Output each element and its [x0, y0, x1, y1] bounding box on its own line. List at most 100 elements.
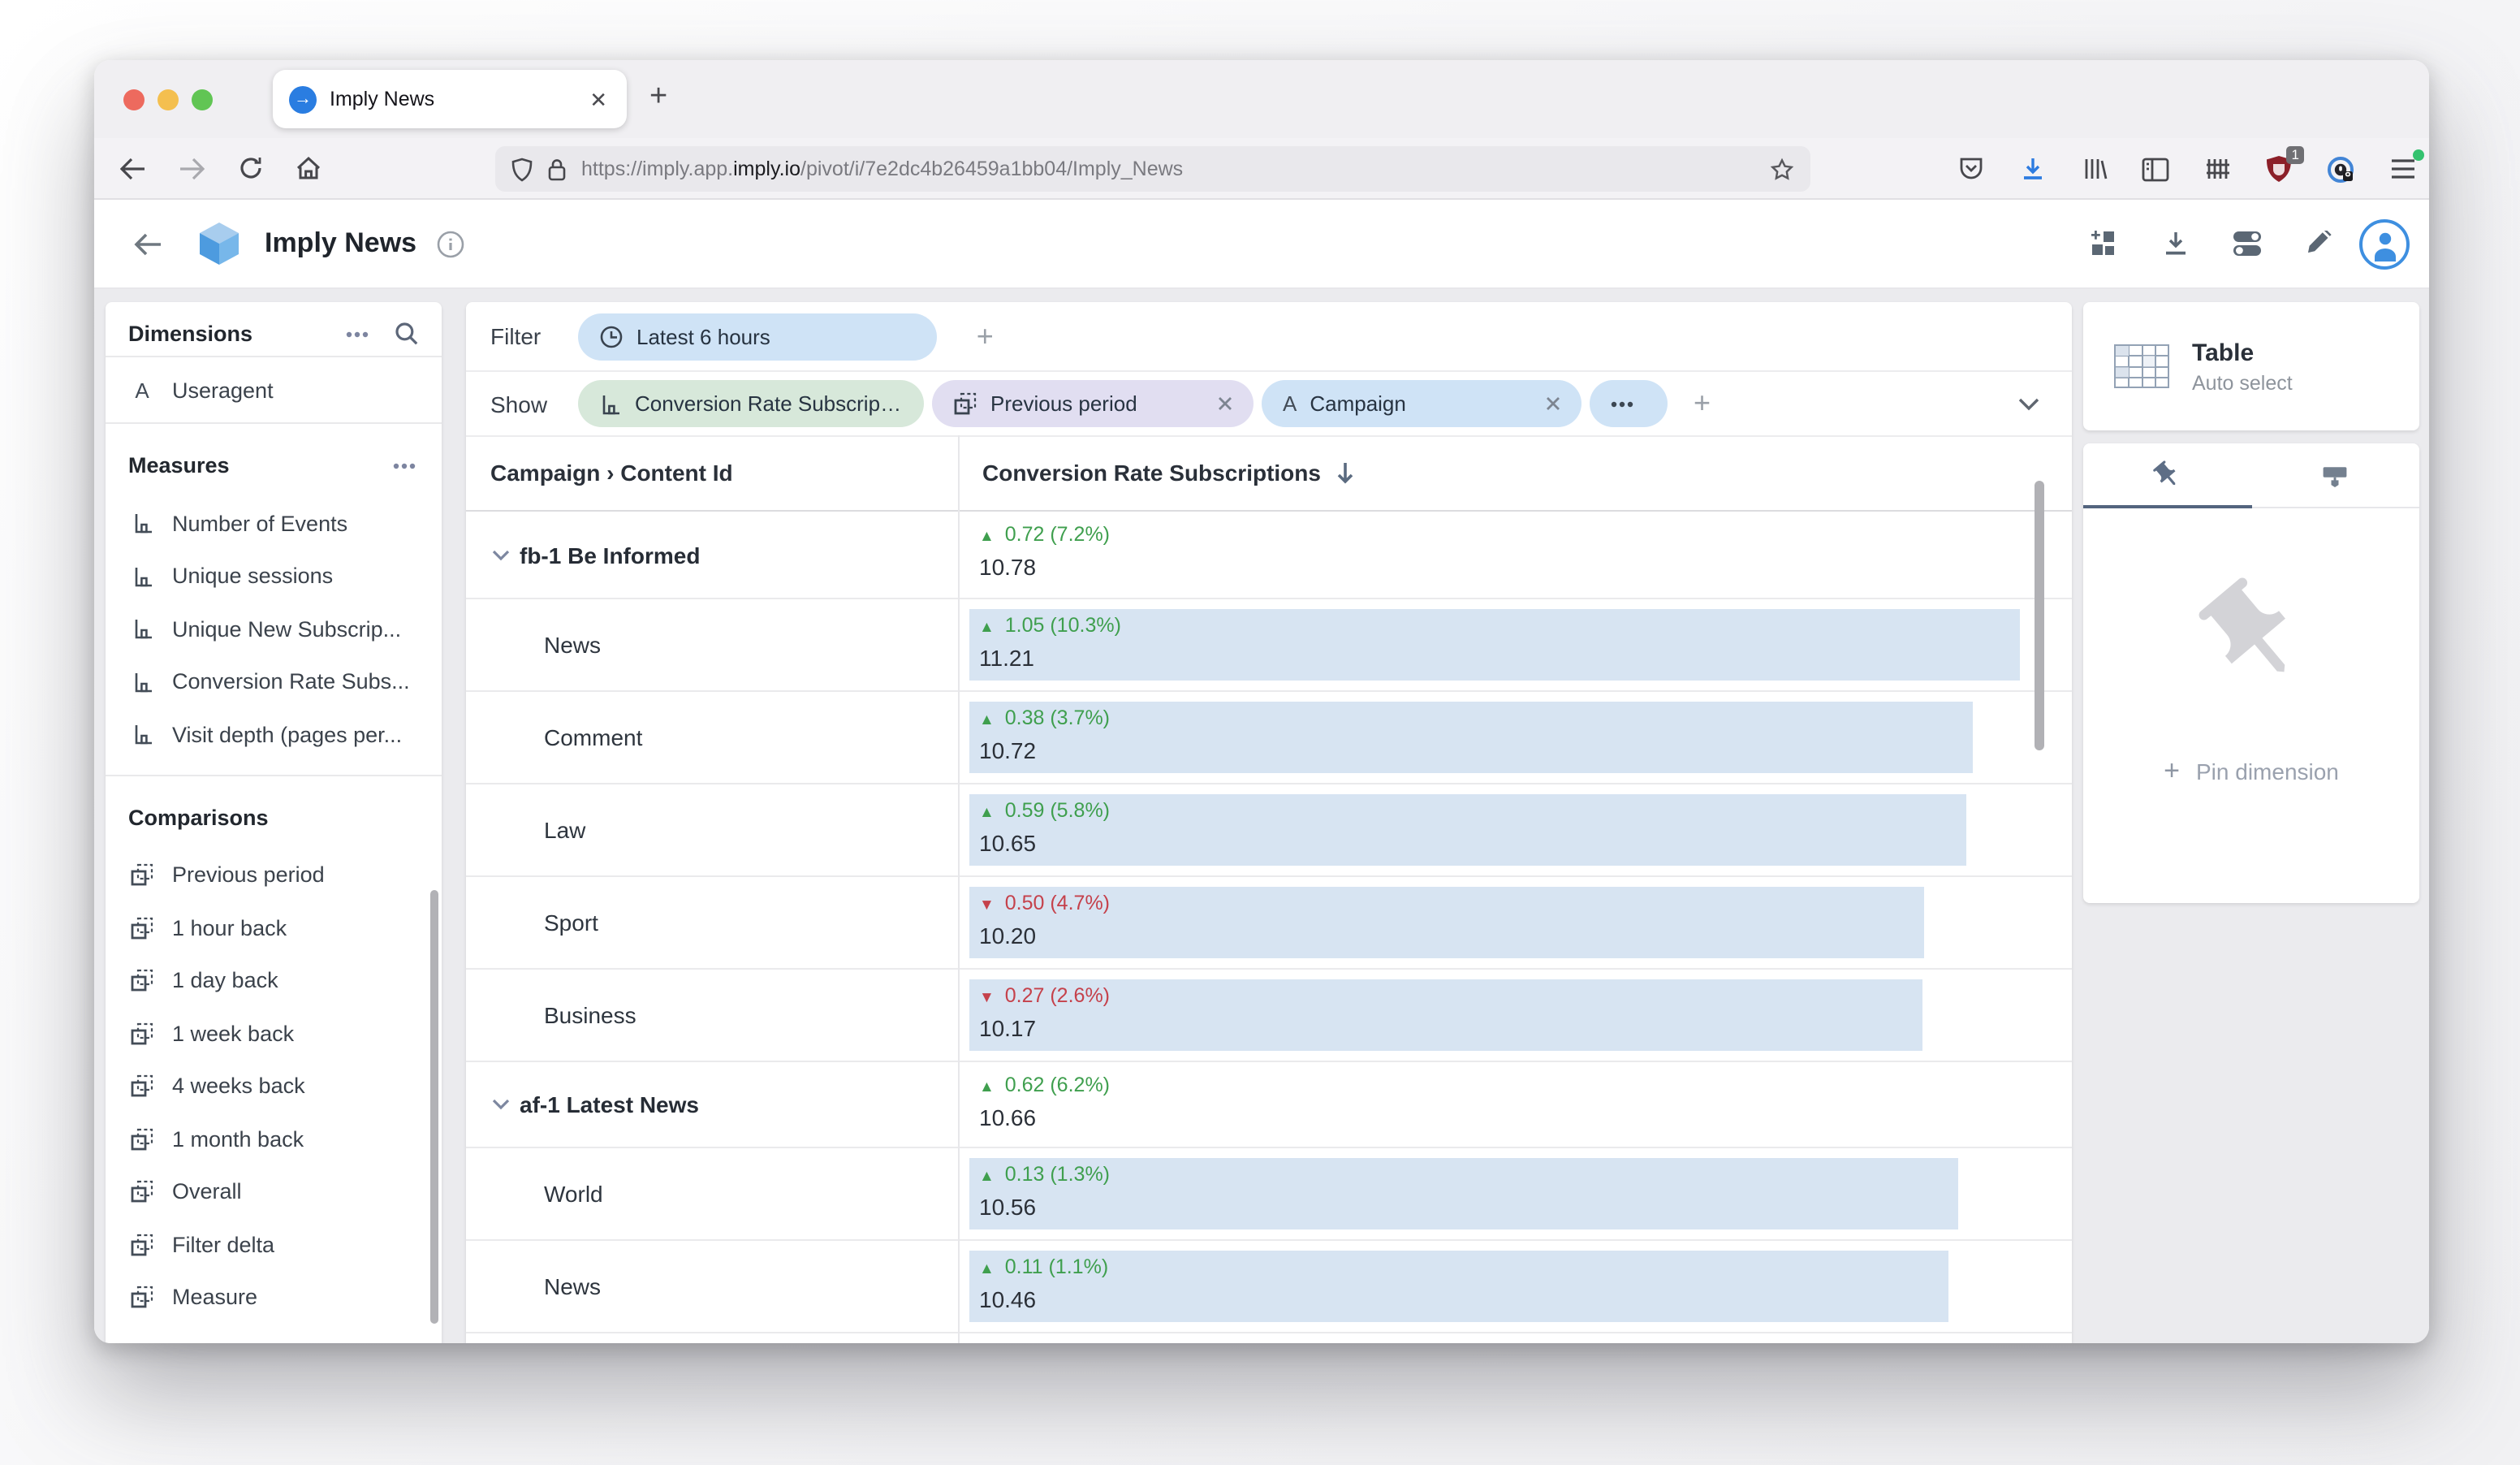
show-pill-conversion-rate-subscript[interactable]: Conversion Rate Subscript... — [578, 380, 924, 427]
measure-column-label: Conversion Rate Subscriptions — [982, 460, 1321, 486]
add-to-dashboard-icon[interactable] — [2091, 230, 2119, 257]
tab-details[interactable] — [2251, 443, 2419, 507]
close-window-button[interactable] — [123, 89, 145, 110]
value-bar — [969, 1158, 1958, 1229]
value-bar — [969, 887, 1924, 958]
minimize-window-button[interactable] — [158, 89, 179, 110]
page-title: Imply News — [265, 227, 417, 258]
downloads-icon[interactable] — [2018, 155, 2046, 183]
measure-cell: ▲ 0.38 (3.7%) 10.72 — [960, 692, 2072, 783]
pin-panel-body: + Pin dimension — [2083, 508, 2419, 903]
comparisons-header: Comparisons — [106, 795, 442, 839]
comparison-filter-delta[interactable]: Filter delta — [106, 1218, 442, 1271]
viz-picker-card[interactable]: Table Auto select — [2083, 302, 2419, 430]
lock-icon[interactable] — [547, 157, 567, 181]
add-filter-icon[interactable]: + — [976, 319, 994, 352]
measure-icon — [130, 512, 154, 535]
chevron-down-icon[interactable] — [2018, 397, 2039, 410]
comparison-1-month-back[interactable]: 1 month back — [106, 1113, 442, 1165]
column-header-measure[interactable]: Conversion Rate Subscriptions — [982, 460, 1355, 486]
forward-icon[interactable] — [162, 157, 221, 179]
browser-tab[interactable]: → Imply News ✕ — [273, 70, 627, 128]
home-icon[interactable] — [279, 156, 338, 180]
measure-visit-depth-pages-per[interactable]: Visit depth (pages per... — [106, 708, 442, 761]
table-row-news[interactable]: News ▲ 0.11 (1.1%) 10.46 — [466, 1239, 2072, 1332]
table-row-fb-1-be-informed[interactable]: fb-1 Be Informed ▲ 0.72 (7.2%) 10.78 — [466, 512, 2072, 598]
table-row-business[interactable]: Business ▼ 0.27 (2.6%) 10.17 — [466, 968, 2072, 1061]
download-icon[interactable] — [2163, 231, 2189, 257]
table-row-af-1-latest-news[interactable]: af-1 Latest News ▲ 0.62 (6.2%) 10.66 — [466, 1061, 2072, 1147]
delta-up: ▲ 0.72 (7.2%) — [979, 523, 1110, 546]
table-row-comment[interactable]: Comment ▲ 0.38 (3.7%) 10.72 — [466, 690, 2072, 783]
table-row-news[interactable]: News ▲ 1.05 (10.3%) 11.21 — [466, 598, 2072, 690]
dimensions-search-icon[interactable] — [395, 322, 419, 346]
collapse-chevron-icon[interactable] — [492, 1099, 510, 1110]
dimension-useragent[interactable]: A Useragent — [106, 357, 442, 422]
tracking-protection-shield-icon[interactable] — [511, 157, 533, 181]
show-pill-campaign[interactable]: A Campaign — [1262, 380, 1581, 427]
comparison-previous-period[interactable]: Previous period — [106, 849, 442, 901]
comparison-1-hour-back[interactable]: 1 hour back — [106, 901, 442, 954]
delta-value: 0.72 (7.2%) — [999, 523, 1110, 546]
bookmark-star-icon[interactable] — [1770, 157, 1794, 181]
table-row-world[interactable]: World ▲ 0.13 (1.3%) 10.56 — [466, 1147, 2072, 1239]
toolbar-extensions: 1 — [1957, 138, 2424, 200]
delta-up: ▲ 0.59 (5.8%) — [979, 799, 1110, 822]
reload-icon[interactable] — [221, 156, 279, 180]
ublock-icon[interactable]: 1 — [2265, 145, 2304, 183]
measure-unique-new-subscrip[interactable]: Unique New Subscrip... — [106, 603, 442, 655]
time-filter-pill[interactable]: Latest 6 hours — [578, 313, 938, 360]
comparison-overall[interactable]: Overall — [106, 1165, 442, 1218]
show-pill-1[interactable]: 1 — [1590, 380, 1668, 427]
menu-hamburger-icon[interactable] — [2388, 149, 2424, 183]
zoom-window-button[interactable] — [192, 89, 213, 110]
row-label: fb-1 Be Informed — [520, 542, 701, 568]
table-scrollbar[interactable] — [2035, 481, 2044, 750]
tab-close-icon[interactable]: ✕ — [589, 87, 607, 111]
pushpin-graphic-icon — [2191, 573, 2311, 694]
measure-icon — [130, 618, 154, 641]
remove-pill-icon[interactable] — [1533, 396, 1560, 411]
measure-unique-sessions[interactable]: Unique sessions — [106, 550, 442, 603]
sort-descending-icon — [1337, 461, 1355, 484]
item-label: Unique sessions — [172, 564, 334, 589]
row-label: Law — [544, 817, 586, 843]
pin-dimension-button[interactable]: + Pin dimension — [2164, 755, 2339, 788]
info-icon[interactable] — [436, 230, 464, 257]
edit-pencil-icon[interactable] — [2306, 231, 2332, 257]
table-row-law[interactable]: Law ▲ 0.59 (5.8%) 10.65 — [466, 783, 2072, 875]
pocket-icon[interactable] — [1957, 155, 1984, 183]
dimensions-more-icon[interactable] — [346, 331, 369, 337]
item-label: Unique New Subscrip... — [172, 616, 402, 642]
new-tab-button[interactable]: + — [649, 80, 668, 114]
user-avatar[interactable] — [2359, 218, 2410, 269]
column-header-split[interactable]: Campaign › Content Id — [490, 460, 733, 486]
sidebar-scrollbar[interactable] — [430, 890, 438, 1324]
show-bar: Show Conversion Rate Subscript... Previou… — [466, 370, 2072, 435]
measure-number-of-events[interactable]: Number of Events — [106, 497, 442, 550]
show-pill-previous-period[interactable]: Previous period — [932, 380, 1254, 427]
comparison-4-weeks-back[interactable]: 4 weeks back — [106, 1060, 442, 1113]
comparison-1-day-back[interactable]: 1 day back — [106, 954, 442, 1007]
remove-pill-icon[interactable] — [1205, 396, 1232, 411]
extension-grid-icon[interactable] — [2203, 155, 2231, 183]
sidebar-toggle-icon[interactable] — [2142, 155, 2169, 183]
measures-more-icon[interactable] — [393, 462, 416, 469]
pill-label: Conversion Rate Subscript... — [635, 391, 903, 416]
tab-pinboard[interactable] — [2083, 443, 2251, 507]
url-bar[interactable]: https://imply.app.imply.io/pivot/i/7e2dc… — [495, 146, 1810, 192]
options-toggles-icon[interactable] — [2233, 231, 2262, 257]
show-label: Show — [490, 391, 548, 417]
onepassword-icon[interactable] — [2327, 155, 2354, 183]
app-back-icon[interactable] — [133, 231, 162, 256]
item-label: Useragent — [172, 378, 274, 402]
table-row-sport[interactable]: Sport ▼ 0.50 (4.7%) 10.20 — [466, 875, 2072, 968]
add-show-icon[interactable]: + — [1694, 387, 1711, 419]
collapse-chevron-icon[interactable] — [492, 549, 510, 560]
measure-conversion-rate-subs[interactable]: Conversion Rate Subs... — [106, 655, 442, 708]
library-icon[interactable] — [2080, 155, 2108, 183]
comparison-measure[interactable]: Measure — [106, 1271, 442, 1324]
back-icon[interactable] — [104, 157, 162, 179]
comparison-1-week-back[interactable]: 1 week back — [106, 1007, 442, 1060]
